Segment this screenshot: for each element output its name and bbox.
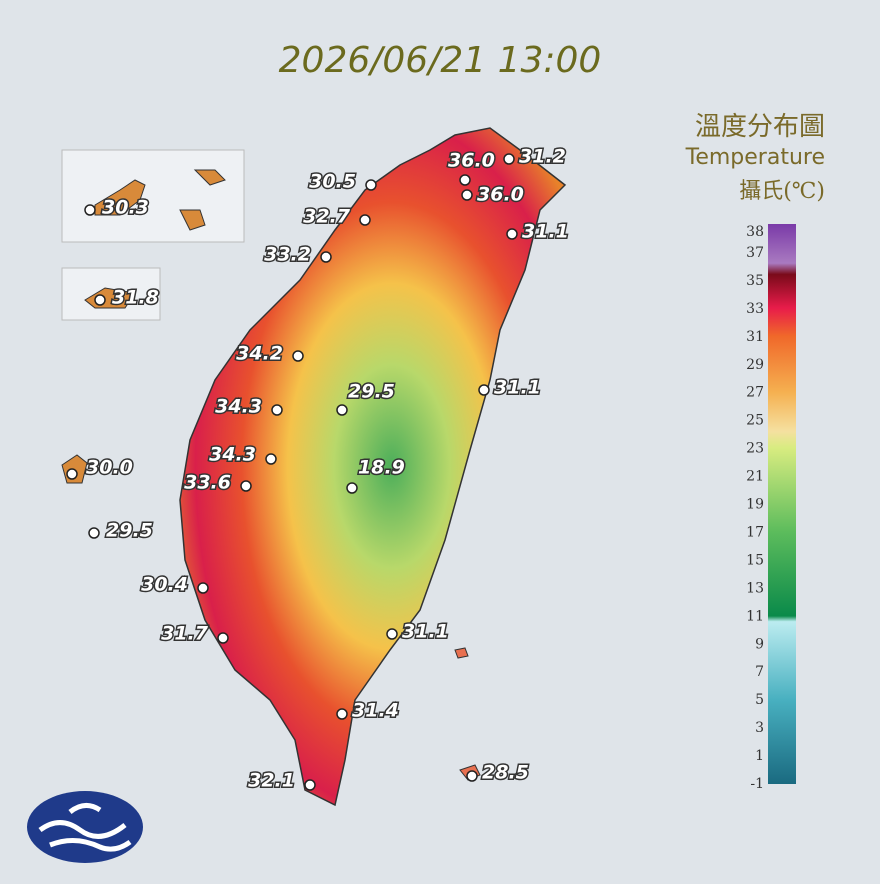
station-dot <box>506 228 518 240</box>
station-dot <box>94 294 106 306</box>
legend-unit: 攝氏(℃) <box>739 179 825 204</box>
station-temperature: 36.0 <box>477 184 524 206</box>
legend-tick-label: 27 <box>746 385 764 401</box>
legend-title: 溫度分布圖 <box>695 112 825 142</box>
station-temperature: 29.5 <box>348 381 395 403</box>
logo <box>27 791 143 863</box>
station-dot <box>461 189 473 201</box>
legend-tick-label: 13 <box>746 580 764 596</box>
legend-tick-label: 37 <box>746 245 764 261</box>
station-dot <box>336 404 348 416</box>
station-temperature: 29.5 <box>106 520 153 542</box>
legend-tick-label: 17 <box>746 524 764 540</box>
legend-tick-label: 25 <box>746 413 764 429</box>
map-title: 2026/06/21 13:00 <box>279 40 602 81</box>
legend-tick-label: 38 <box>746 224 764 240</box>
legend-subtitle: Temperature <box>685 145 825 170</box>
station-dot <box>503 153 515 165</box>
station-dot <box>386 628 398 640</box>
legend-tick-label: 1 <box>755 748 764 764</box>
station-temperature: 32.1 <box>248 770 295 792</box>
legend-tick-label: 33 <box>746 301 764 317</box>
station-dot <box>336 708 348 720</box>
station-temperature: 34.3 <box>209 444 256 466</box>
station-temperature: 18.9 <box>358 457 405 479</box>
station-temperature: 36.0 <box>448 150 495 172</box>
station-temperature: 34.2 <box>236 343 283 365</box>
legend-tick-label: 15 <box>746 552 764 568</box>
color-bar <box>768 224 796 784</box>
station-dot <box>66 468 78 480</box>
station-temperature: 30.4 <box>141 574 188 596</box>
station-dot <box>359 214 371 226</box>
station-temperature: 31.2 <box>519 146 566 168</box>
legend-tick-label: 31 <box>746 329 764 345</box>
station-temperature: 32.7 <box>303 206 351 228</box>
station-temperature: 34.3 <box>215 396 262 418</box>
station-dot <box>320 251 332 263</box>
station-temperature: 30.0 <box>86 457 133 479</box>
legend-tick-label: -1 <box>750 776 764 792</box>
station-temperature: 33.2 <box>264 244 311 266</box>
station-dot <box>88 527 100 539</box>
station-temperature: 31.8 <box>112 287 159 309</box>
station-temperature: 31.4 <box>352 700 399 722</box>
legend-tick-label: 5 <box>755 692 764 708</box>
station-temperature: 31.7 <box>161 623 209 645</box>
station-dot <box>271 404 283 416</box>
station-dot <box>217 632 229 644</box>
station-temperature: 28.5 <box>482 762 529 784</box>
legend-tick-label: 19 <box>746 497 764 513</box>
station-temperature: 31.1 <box>494 377 541 399</box>
station-temperature: 30.3 <box>102 197 149 219</box>
station-dot <box>365 179 377 191</box>
station-dot <box>292 350 304 362</box>
legend-tick-label: 3 <box>755 720 764 736</box>
station-temperature: 30.5 <box>309 171 356 193</box>
legend-tick-label: 11 <box>746 608 764 624</box>
legend-tick-label: 7 <box>755 664 764 680</box>
legend-tick-label: 23 <box>746 441 764 457</box>
station-temperature: 33.6 <box>184 472 231 494</box>
legend-tick-label: 9 <box>755 636 764 652</box>
station-temperature: 31.1 <box>522 221 569 243</box>
taiwan <box>179 127 567 807</box>
station-temperature: 31.1 <box>402 621 449 643</box>
station-dot <box>478 384 490 396</box>
station-dot <box>346 482 358 494</box>
station-dot <box>466 770 478 782</box>
legend-tick-label: 21 <box>746 469 764 485</box>
station-dot <box>240 480 252 492</box>
station-dot <box>304 779 316 791</box>
station-dot <box>459 174 471 186</box>
legend-tick-label: 35 <box>746 273 764 289</box>
legend-tick-label: 29 <box>746 357 764 373</box>
station-dot <box>197 582 209 594</box>
station-dot <box>84 204 96 216</box>
station-dot <box>265 453 277 465</box>
